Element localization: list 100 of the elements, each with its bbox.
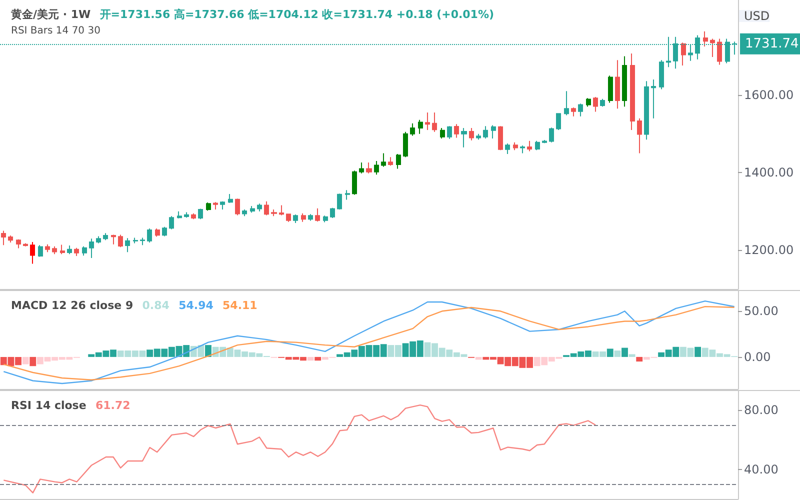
candlestick <box>345 190 350 200</box>
candlestick <box>286 213 291 222</box>
candlestick <box>396 154 401 170</box>
candlestick <box>483 126 488 139</box>
bar <box>606 348 614 357</box>
y-tick-label: 1600.00 <box>744 88 794 102</box>
candlestick <box>111 234 116 245</box>
candlestick <box>410 122 415 136</box>
candlestick <box>30 242 35 264</box>
candlestick <box>191 212 196 220</box>
candlestick <box>454 124 459 138</box>
candlestick <box>330 207 335 219</box>
candlestick <box>578 103 583 117</box>
candlestick <box>96 236 101 244</box>
candlestick <box>38 244 43 258</box>
candlestick <box>630 53 635 130</box>
candlestick <box>337 193 342 210</box>
candlestick <box>206 202 211 212</box>
candlestick <box>213 202 218 210</box>
text: 黄金/美元 · 1W <box>10 8 91 21</box>
bar <box>205 345 212 357</box>
candlestick <box>60 244 65 255</box>
candlestick <box>432 112 437 132</box>
candlestick <box>447 126 452 140</box>
candlestick <box>220 200 225 210</box>
candlestick <box>440 128 445 139</box>
candlestick <box>659 60 664 90</box>
candlestick <box>67 245 72 255</box>
candlestick <box>169 216 174 230</box>
candlestick <box>140 237 145 246</box>
bar <box>30 356 36 366</box>
candlestick <box>520 144 525 154</box>
bar <box>694 346 702 357</box>
candlestick <box>461 128 467 148</box>
candlestick <box>593 96 598 112</box>
annotation: 54.11 <box>222 299 258 312</box>
text: RSI 14 close <box>11 399 86 412</box>
candlestick <box>323 215 328 223</box>
candlestick <box>513 142 518 151</box>
candlestick <box>162 226 167 237</box>
candlestick <box>549 127 554 143</box>
bar <box>636 356 643 362</box>
candlestick <box>600 98 605 108</box>
candlestick <box>535 140 540 151</box>
candlestick <box>505 143 510 155</box>
bar <box>614 350 621 357</box>
candlestick <box>257 203 262 212</box>
text: MACD 12 26 close 9 <box>11 299 134 312</box>
candlestick <box>717 38 722 66</box>
candlestick <box>366 162 372 174</box>
candlestick <box>315 208 320 222</box>
bar <box>307 356 314 361</box>
candlestick <box>133 237 138 244</box>
candlestick <box>571 106 576 117</box>
bar <box>622 348 628 357</box>
annotation: 54.94 <box>178 299 214 312</box>
candlestick <box>74 247 79 257</box>
y-tick-label: 1200.00 <box>744 243 794 258</box>
candlestick <box>469 128 474 141</box>
candlestick <box>147 228 152 243</box>
candlestick <box>8 234 13 243</box>
candlestick <box>615 60 620 110</box>
candlestick <box>542 140 547 144</box>
candlestick <box>45 244 50 253</box>
candlestick <box>586 98 591 108</box>
bar <box>628 354 636 357</box>
candlestick <box>250 205 255 214</box>
candlestick <box>710 38 715 58</box>
candlestick <box>308 214 313 222</box>
candlestick <box>491 124 496 139</box>
annotation: 61.72 <box>95 399 130 412</box>
candlestick <box>293 214 298 224</box>
candlestick <box>418 119 423 134</box>
candlestick <box>352 170 357 196</box>
candlestick <box>637 118 642 154</box>
candlestick <box>388 156 393 166</box>
candlestick <box>177 210 182 219</box>
candlestick <box>228 193 233 204</box>
candlestick <box>52 246 57 255</box>
annotation: 0.84 <box>142 299 170 312</box>
candlestick <box>198 208 203 220</box>
bar <box>314 356 322 361</box>
candlestick <box>103 232 108 241</box>
bar <box>22 356 29 364</box>
y-tick-label: 0.00 <box>744 350 771 364</box>
candlestick <box>476 133 481 140</box>
candlestick <box>242 208 247 217</box>
candlestick <box>125 238 130 253</box>
candlestick <box>527 140 532 152</box>
candlestick <box>264 200 269 216</box>
candlestick <box>556 112 561 130</box>
candlestick <box>608 75 613 104</box>
candlestick <box>403 131 408 158</box>
candlestick <box>564 90 569 116</box>
y-tick-label: 40.00 <box>744 462 778 476</box>
candlestick <box>374 160 379 176</box>
candlestick <box>16 238 21 249</box>
y-tick-label: 1400.00 <box>744 166 794 180</box>
candlestick <box>155 228 160 238</box>
candlestick <box>359 162 364 174</box>
